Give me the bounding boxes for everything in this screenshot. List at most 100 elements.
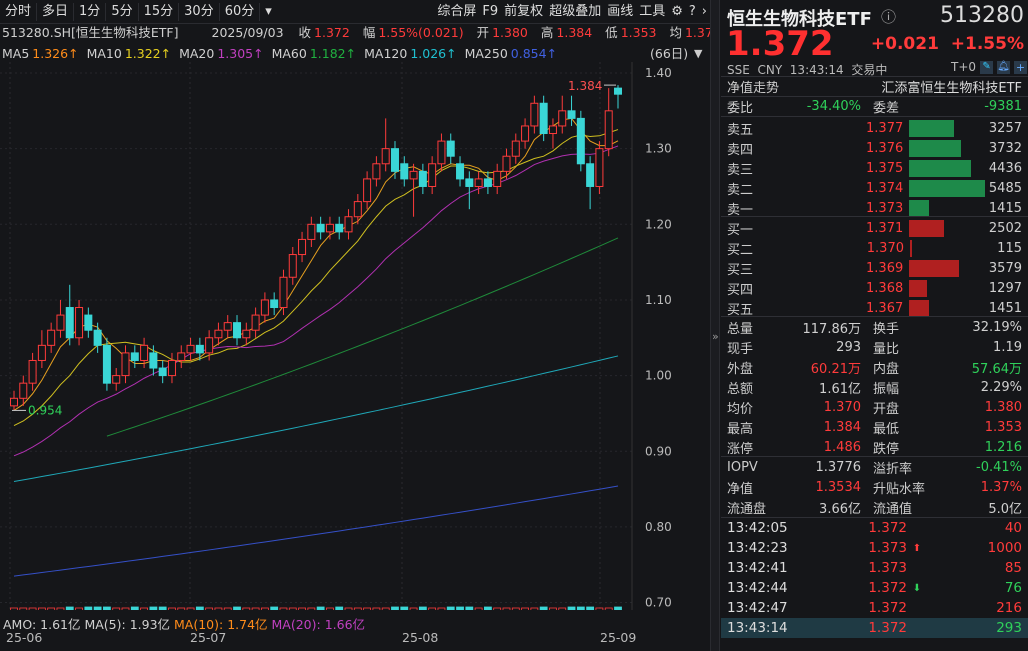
volume-bar xyxy=(65,606,74,610)
settings-gear-icon[interactable]: ⚙ xyxy=(671,3,683,19)
candle-body xyxy=(372,163,381,180)
period-tab[interactable]: 多日 xyxy=(37,2,75,21)
expand-icon[interactable]: » xyxy=(712,330,719,343)
info-icon[interactable]: ⓘ xyxy=(881,8,897,26)
level-label: 买一 xyxy=(727,222,754,238)
level-price[interactable]: 1.368 xyxy=(866,280,904,296)
tick-row: 13:42:23 1.373 ⬆ 1000 xyxy=(721,538,1028,558)
stat-label: 流通盘 xyxy=(727,501,767,517)
candle xyxy=(390,141,399,179)
level-price[interactable]: 1.374 xyxy=(866,180,904,196)
tick-row: 13:42:47 1.372 216 xyxy=(721,598,1028,618)
order-level: 卖一 1.373 1415 xyxy=(721,198,1028,218)
toolbar-button[interactable]: 综合屏 xyxy=(437,3,477,19)
max-price-label: 1.384 xyxy=(568,79,602,93)
level-price[interactable]: 1.373 xyxy=(866,200,904,216)
volume-bar xyxy=(418,606,427,610)
period-tab[interactable]: 分时 xyxy=(0,2,38,21)
candle-body xyxy=(307,223,316,240)
toolbar-button[interactable]: 前复权 xyxy=(504,3,544,19)
candle-body xyxy=(483,178,492,187)
candle xyxy=(353,194,362,225)
toolbar-button[interactable]: F9 xyxy=(482,3,499,19)
candle xyxy=(493,163,502,195)
level-price[interactable]: 1.369 xyxy=(866,260,904,276)
volume-bar xyxy=(353,607,362,610)
candle-body xyxy=(493,170,502,187)
high-value: 1.384 xyxy=(556,25,593,40)
stat-row: 外盘 60.21万 内盘 57.64万 xyxy=(721,357,1028,377)
volume-bar xyxy=(37,607,46,610)
period-tab[interactable]: 60分 xyxy=(220,2,261,21)
volume-bar xyxy=(909,219,989,237)
candle xyxy=(149,345,158,376)
alert-bell-icon[interactable]: 🔔︎ xyxy=(997,60,1011,74)
volume-bar xyxy=(530,607,539,610)
ma60-line xyxy=(106,237,619,437)
volume-bar xyxy=(47,607,56,610)
edit-icon[interactable]: ✎ xyxy=(980,60,994,74)
nav-trend-link[interactable]: 净值走势 xyxy=(727,81,780,96)
period-tab[interactable]: 30分 xyxy=(179,2,220,21)
volume-bar xyxy=(456,606,464,610)
period-tab[interactable]: 15分 xyxy=(139,2,180,21)
toolbar-button[interactable]: 超级叠加 xyxy=(549,3,602,19)
tick-time: 13:43:14 xyxy=(727,620,788,636)
candle xyxy=(502,148,511,179)
symbol-label: 513280.SH[恒生生物科技ETF] xyxy=(2,25,179,40)
volume-fill xyxy=(909,119,955,137)
candle-body xyxy=(298,238,307,256)
ma10-line xyxy=(13,129,619,426)
level-label: 买五 xyxy=(727,302,754,318)
stat-label: 涨停 xyxy=(727,441,754,457)
level-price[interactable]: 1.371 xyxy=(866,220,904,236)
candle xyxy=(10,390,18,411)
volume-bar xyxy=(549,607,557,610)
volume-bar xyxy=(214,607,223,610)
level-label: 卖二 xyxy=(727,182,754,198)
period-tab[interactable]: 1分 xyxy=(74,2,107,21)
add-icon[interactable]: + xyxy=(1014,60,1028,74)
stat-value: 1.384 xyxy=(823,419,861,435)
candle-body xyxy=(437,140,446,165)
candle xyxy=(307,216,316,247)
candle xyxy=(483,171,492,195)
candle-body xyxy=(56,314,65,331)
candle-body xyxy=(548,125,557,135)
candle xyxy=(242,322,251,346)
dropdown-triangle-icon[interactable]: ▼ xyxy=(694,47,703,60)
candle xyxy=(511,133,520,164)
level-price[interactable]: 1.377 xyxy=(866,120,904,136)
candle-body xyxy=(140,344,149,361)
panel-collapse-handle[interactable]: » xyxy=(710,0,720,651)
chevron-right-icon[interactable]: › xyxy=(701,3,707,19)
stat-value: 3.66亿 xyxy=(819,501,861,517)
candle-body xyxy=(223,322,232,331)
level-price[interactable]: 1.370 xyxy=(866,240,904,256)
level-price[interactable]: 1.376 xyxy=(866,140,904,156)
level-volume: 3257 xyxy=(988,120,1022,136)
more-periods-dropdown[interactable]: ▾ xyxy=(265,3,272,19)
volume-bar xyxy=(428,607,437,610)
volume-fill xyxy=(910,239,912,257)
stat-label: 溢折率 xyxy=(873,461,913,477)
toolbar-button[interactable]: 画线 xyxy=(607,3,634,19)
diff-value: -9381 xyxy=(984,99,1022,114)
period-tab[interactable]: 5分 xyxy=(106,2,139,21)
stat-label: 跌停 xyxy=(873,441,900,457)
volume-bar xyxy=(595,607,604,610)
toolbar-button[interactable]: 工具 xyxy=(639,3,666,19)
candle-body xyxy=(177,352,186,361)
level-price[interactable]: 1.375 xyxy=(866,160,904,176)
candle xyxy=(288,246,297,285)
tick-row: 13:42:41 1.373 85 xyxy=(721,558,1028,578)
days-count[interactable]: (66日) xyxy=(650,46,689,61)
level-price[interactable]: 1.367 xyxy=(866,300,904,316)
candle xyxy=(344,209,353,240)
volume-bar xyxy=(493,607,502,610)
low-label: 低 xyxy=(605,25,618,40)
quote-panel: 恒生生物科技ETF ⓘ 513280 1.372 +0.021 +1.55% S… xyxy=(721,0,1028,651)
candle xyxy=(335,216,344,240)
volume-bar xyxy=(10,607,18,610)
help-icon[interactable]: ? xyxy=(688,3,696,19)
